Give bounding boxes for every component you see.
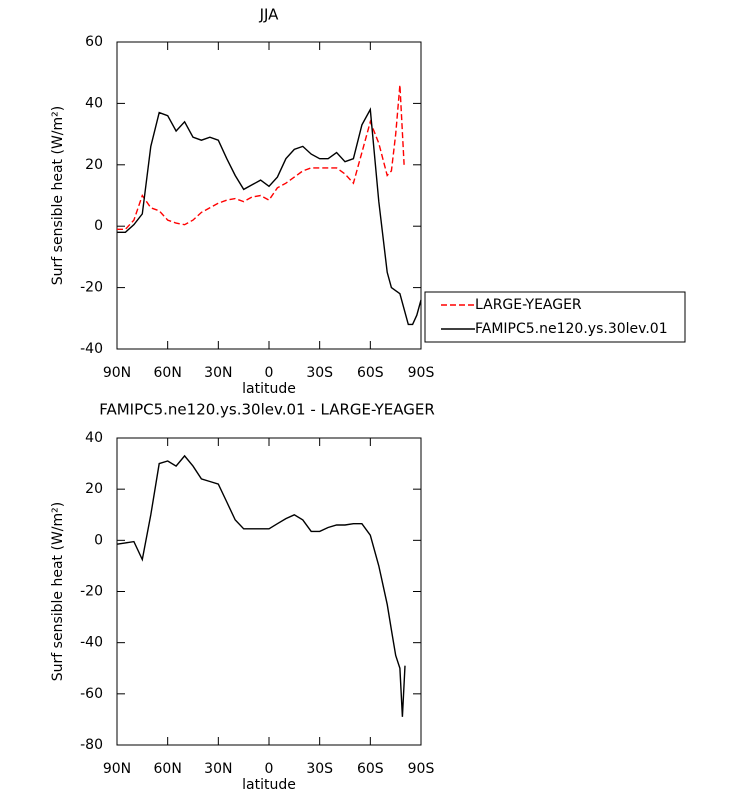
y-tick-label: -40 xyxy=(80,635,103,651)
x-tick-label: 30N xyxy=(204,761,232,777)
x-tick-label: 90S xyxy=(408,365,435,381)
x-tick-label: 60S xyxy=(357,365,384,381)
chart-title: JJA xyxy=(259,6,280,24)
y-axis-label: Surf sensible heat (W/m²) xyxy=(50,502,66,681)
y-tick-label: -80 xyxy=(80,737,103,753)
y-tick-label: 40 xyxy=(85,95,103,111)
x-tick-label: 60S xyxy=(357,761,384,777)
y-tick-label: 0 xyxy=(94,218,103,234)
x-axis-label: latitude xyxy=(242,777,296,793)
y-tick-label: 20 xyxy=(85,157,103,173)
y-tick-label: -40 xyxy=(80,341,103,357)
y-tick-label: -60 xyxy=(80,686,103,702)
series-line xyxy=(116,454,406,717)
y-tick-label: -20 xyxy=(80,280,103,296)
series-line xyxy=(117,107,422,326)
chart-title: FAMIPC5.ne120.ys.30lev.01 - LARGE-YEAGER xyxy=(99,401,435,419)
legend-label: LARGE-YEAGER xyxy=(475,297,582,313)
plot-frame xyxy=(116,41,422,350)
x-tick-label: 30N xyxy=(204,365,232,381)
y-axis-label: Surf sensible heat (W/m²) xyxy=(50,106,66,285)
plot-frame xyxy=(116,437,422,746)
x-tick-label: 30S xyxy=(306,761,333,777)
legend-box xyxy=(424,291,686,343)
series-line xyxy=(117,84,405,230)
x-tick-label: 60N xyxy=(154,761,182,777)
x-tick-label: 0 xyxy=(265,365,274,381)
x-tick-label: 0 xyxy=(265,761,274,777)
x-axis-label: latitude xyxy=(242,381,296,397)
x-tick-label: 60N xyxy=(154,365,182,381)
y-tick-label: 0 xyxy=(94,532,103,548)
y-tick-label: 40 xyxy=(85,430,103,446)
x-tick-label: 90S xyxy=(408,761,435,777)
y-tick-label: 20 xyxy=(85,481,103,497)
x-tick-label: 30S xyxy=(306,365,333,381)
y-tick-label: -20 xyxy=(80,584,103,600)
y-tick-label: 60 xyxy=(85,34,103,50)
x-tick-label: 90N xyxy=(103,365,131,381)
legend-label: FAMIPC5.ne120.ys.30lev.01 xyxy=(475,321,668,337)
x-tick-label: 90N xyxy=(103,761,131,777)
